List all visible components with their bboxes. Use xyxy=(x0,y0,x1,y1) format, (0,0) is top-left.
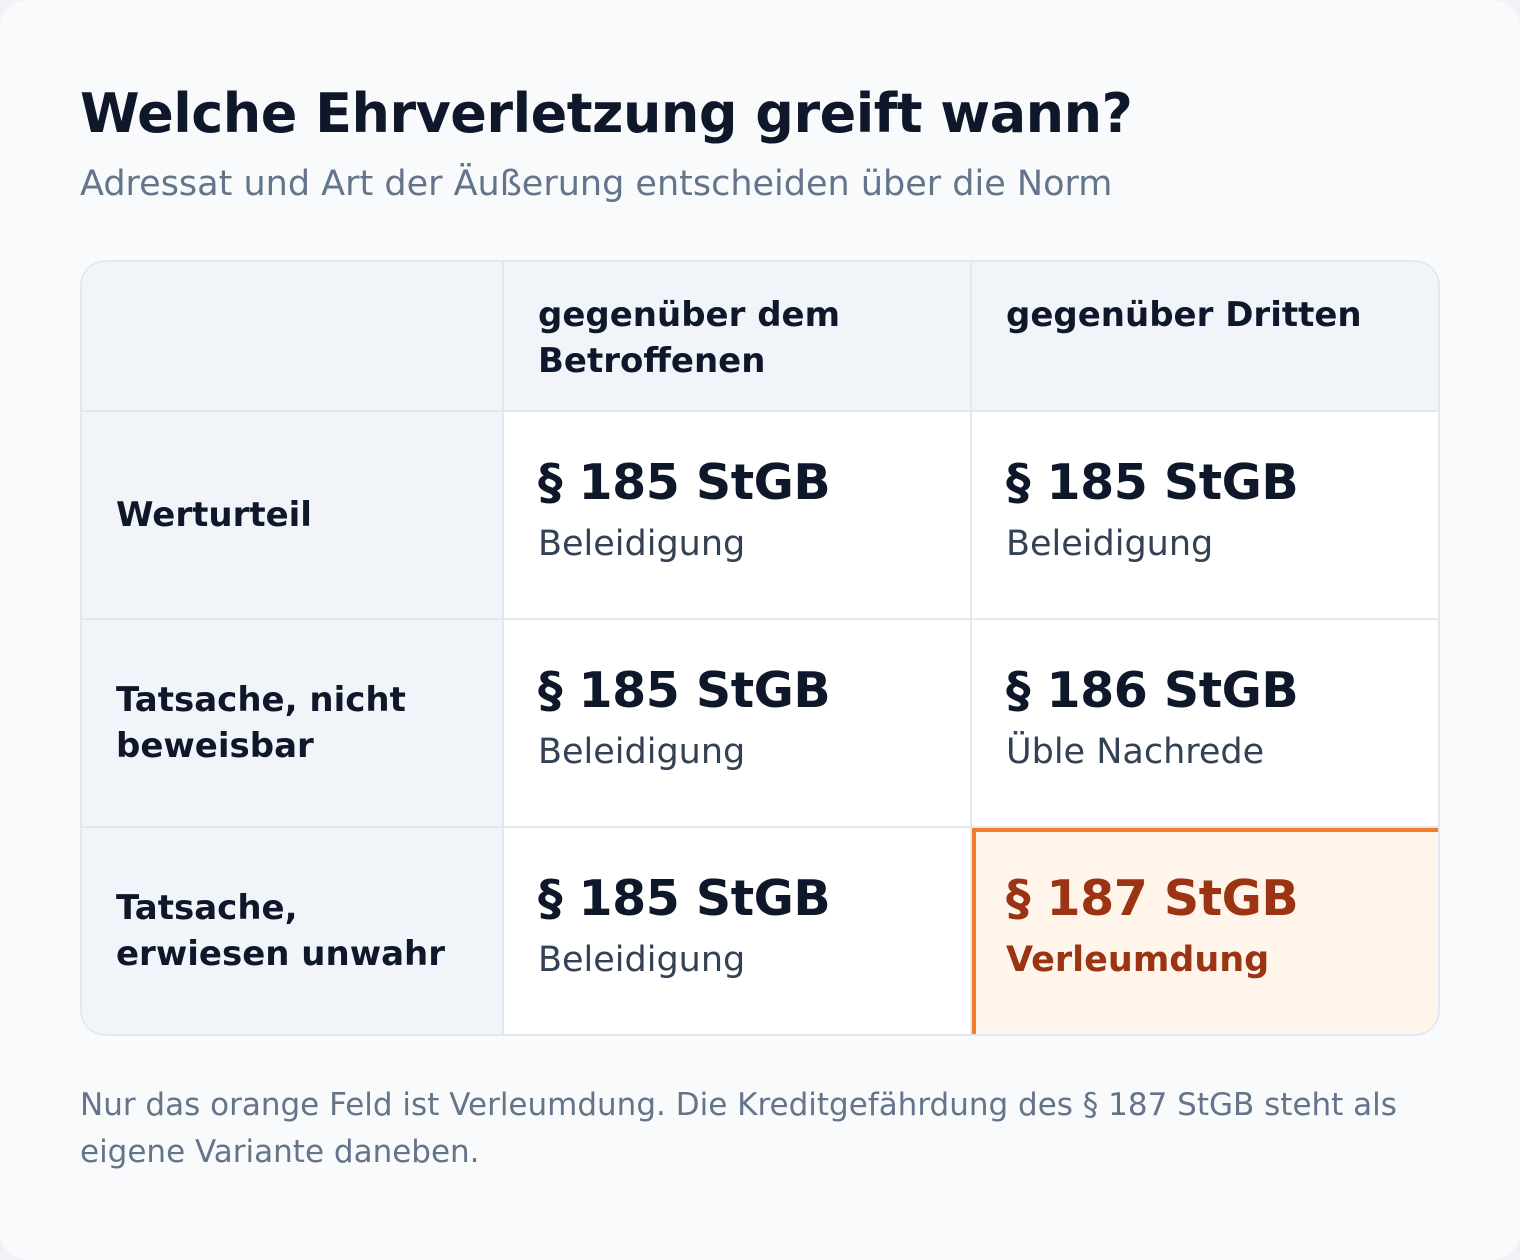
matrix-cell: § 185 StGB Beleidigung xyxy=(972,412,1438,620)
row-header-label: Werturteil xyxy=(116,495,312,535)
row-header-werturteil: Werturteil xyxy=(82,412,504,620)
offense-label: Beleidigung xyxy=(538,732,746,772)
offense-label: Beleidigung xyxy=(538,524,746,564)
footnote: Nur das orange Feld ist Verleumdung. Die… xyxy=(80,1087,1397,1170)
page-subtitle: Adressat und Art der Äußerung entscheide… xyxy=(80,164,1113,204)
offense-label: Verleumdung xyxy=(1006,940,1270,980)
norm-label: § 187 StGB xyxy=(1006,870,1299,927)
column-header-dritte: gegenüber Dritten xyxy=(972,262,1438,412)
row-header-label: Tatsache, nicht beweisbar xyxy=(116,680,406,766)
offense-label: Beleidigung xyxy=(1006,524,1214,564)
row-header-label: Tatsache, erwiesen unwahr xyxy=(116,888,446,974)
norm-label: § 186 StGB xyxy=(1006,662,1299,719)
row-header-tatsache-erwiesen-unwahr: Tatsache, erwiesen unwahr xyxy=(82,828,504,1034)
matrix-cell: § 186 StGB Üble Nachrede xyxy=(972,620,1438,828)
matrix-cell: § 185 StGB Beleidigung xyxy=(504,620,972,828)
norm-label: § 185 StGB xyxy=(538,870,831,927)
column-header-label: gegenüber dem Betroffenen xyxy=(538,295,841,381)
page-title: Welche Ehrverletzung greift wann? xyxy=(80,82,1133,145)
column-header-betroffener: gegenüber dem Betroffenen xyxy=(504,262,972,412)
offense-label: Beleidigung xyxy=(538,940,746,980)
norm-label: § 185 StGB xyxy=(1006,454,1299,511)
norm-label: § 185 StGB xyxy=(538,454,831,511)
matrix-cell: § 185 StGB Beleidigung xyxy=(504,828,972,1034)
row-header-tatsache-nicht-beweisbar: Tatsache, nicht beweisbar xyxy=(82,620,504,828)
offense-label: Üble Nachrede xyxy=(1006,732,1265,772)
corner-cell xyxy=(82,262,504,412)
matrix-cell: § 185 StGB Beleidigung xyxy=(504,412,972,620)
norm-label: § 185 StGB xyxy=(538,662,831,719)
highlighted-cell-verleumdung: § 187 StGB Verleumdung xyxy=(972,828,1438,1034)
column-header-label: gegenüber Dritten xyxy=(1006,295,1362,335)
offense-matrix: gegenüber dem Betroffenen gegenüber Drit… xyxy=(80,260,1440,1036)
